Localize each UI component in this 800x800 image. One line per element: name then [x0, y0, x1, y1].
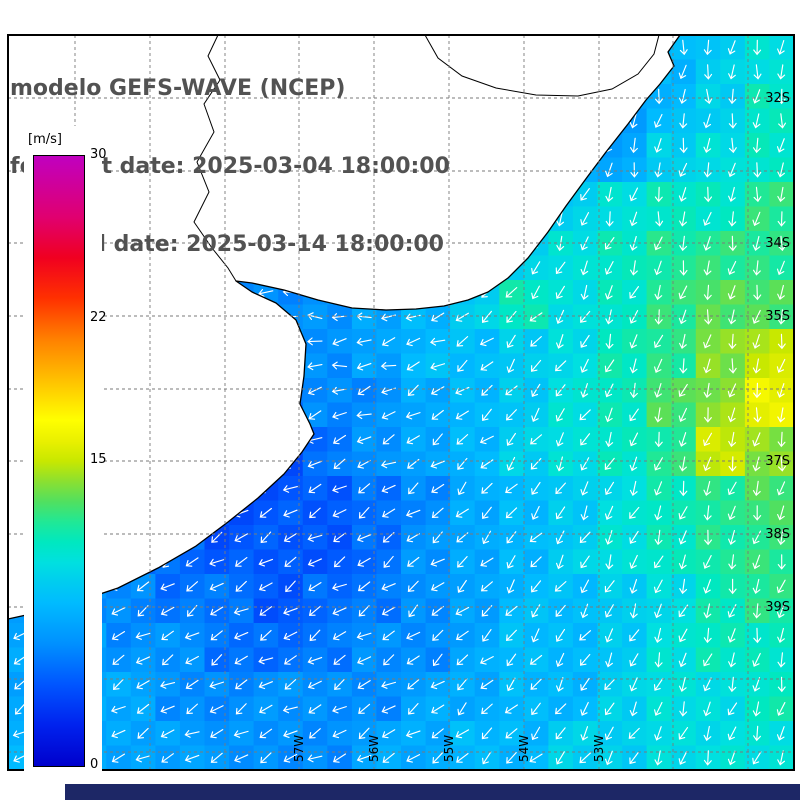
svg-text:56W: 56W [367, 735, 381, 762]
colorbar-tick-label: 22 [90, 309, 107, 325]
colorbar-unit-label: [m/s] [28, 132, 62, 147]
plot-header: modelo GEFS-WAVE (NCEP) forecast date: 2… [10, 24, 450, 310]
svg-text:34S: 34S [765, 236, 790, 251]
model-title: modelo GEFS-WAVE (NCEP) [10, 76, 346, 101]
map-frame-border [7, 34, 795, 771]
svg-text:55W: 55W [442, 735, 456, 762]
svg-text:37S: 37S [765, 454, 790, 469]
colorbar-tick-label: 15 [90, 452, 107, 467]
svg-text:54W: 54W [517, 735, 531, 762]
colorbar-legend: [m/s] 30 22 15 0 [24, 126, 107, 782]
svg-text:38S: 38S [765, 527, 790, 542]
land-coastline [7, 34, 681, 620]
svg-text:35S: 35S [765, 309, 790, 324]
svg-text:32S: 32S [765, 91, 790, 106]
longitude-labels: 57W 56W 55W 54W 53W [292, 735, 606, 762]
svg-text:39S: 39S [765, 600, 790, 615]
valid-date-line: valid date: 2025-03-14 18:00:00 [46, 232, 444, 257]
colorbar-tick-label: 0 [90, 757, 99, 772]
latitude-labels: 32S 34S 35S 37S 38S 39S [765, 91, 790, 615]
svg-text:57W: 57W [292, 735, 306, 762]
graticule-gridlines [8, 35, 794, 770]
viewer-footer-bar [65, 784, 800, 800]
colorbar-tick-label: 30 [90, 147, 107, 162]
colorbar-gradient-bar [33, 155, 85, 767]
svg-text:53W: 53W [592, 735, 606, 762]
